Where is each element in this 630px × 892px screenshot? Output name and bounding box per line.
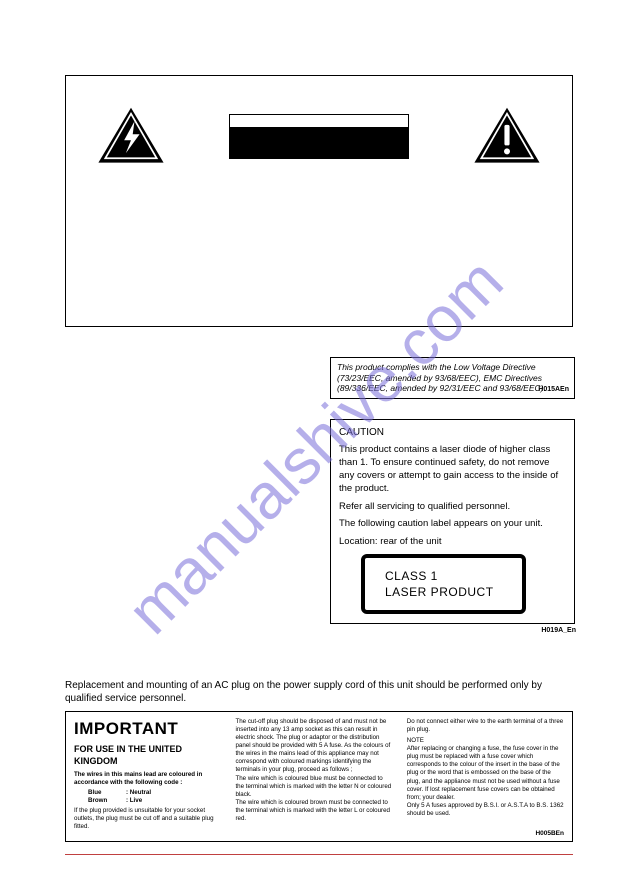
directive-code: H015AEn <box>538 386 569 395</box>
important-col-1: IMPORTANT FOR USE IN THE UNITED KINGDOM … <box>74 718 221 831</box>
laser-class-line2: LASER PRODUCT <box>385 584 522 600</box>
caution-heading: CAUTION <box>339 426 566 440</box>
caution-label-box <box>229 114 409 159</box>
wire-brown-value: : Live <box>126 797 142 805</box>
important-col3-p3: Only 5 A fuses approved by B.S.I. or A.S… <box>407 802 564 818</box>
bottom-rule <box>65 854 573 855</box>
lightning-triangle-icon <box>96 106 166 166</box>
important-title: IMPORTANT <box>74 718 221 740</box>
important-lead: The wires in this mains lead are coloure… <box>74 771 221 787</box>
important-col2-p2: The wire which is coloured blue must be … <box>235 775 392 799</box>
laser-product-label: CLASS 1 LASER PRODUCT <box>361 554 526 614</box>
ac-plug-note: Replacement and mounting of an AC plug o… <box>65 679 575 705</box>
caution-body-3: The following caution label appears on y… <box>339 518 566 531</box>
important-col3-p1: Do not connect either wire to the earth … <box>407 718 564 734</box>
caution-body-2: Refer all servicing to qualified personn… <box>339 501 566 514</box>
laser-class-line1: CLASS 1 <box>385 568 522 584</box>
wire-color-table: Blue : Neutral Brown : Live <box>88 789 221 805</box>
important-note-label: NOTE <box>407 737 564 745</box>
important-col-2: The cut-off plug should be disposed of a… <box>235 718 392 831</box>
important-uk-box: IMPORTANT FOR USE IN THE UNITED KINGDOM … <box>65 711 573 842</box>
important-col3-p2: After replacing or changing a fuse, the … <box>407 745 564 801</box>
laser-caution-box: CAUTION This product contains a laser di… <box>330 419 575 624</box>
wire-blue-label: Blue <box>88 789 126 797</box>
exclamation-triangle-icon <box>472 106 542 166</box>
caution-location: Location: rear of the unit <box>339 536 566 549</box>
important-col-3: Do not connect either wire to the earth … <box>407 718 564 831</box>
safety-icons-row <box>66 76 572 166</box>
important-col2-p3: The wire which is coloured brown must be… <box>235 799 392 823</box>
important-subtitle: FOR USE IN THE UNITED KINGDOM <box>74 744 221 767</box>
important-col1-foot: If the plug provided is unsuitable for y… <box>74 807 221 831</box>
important-col2-p1: The cut-off plug should be disposed of a… <box>235 718 392 774</box>
safety-warning-box <box>65 75 573 327</box>
directive-text: This product complies with the Low Volta… <box>337 362 546 393</box>
caution-code: H019A_En <box>541 626 576 635</box>
wire-brown-label: Brown <box>88 797 126 805</box>
wire-blue-value: : Neutral <box>126 789 151 797</box>
caution-body-1: This product contains a laser diode of h… <box>339 444 566 495</box>
directive-compliance-box: This product complies with the Low Volta… <box>330 357 575 399</box>
important-code: H005BEn <box>535 830 564 837</box>
